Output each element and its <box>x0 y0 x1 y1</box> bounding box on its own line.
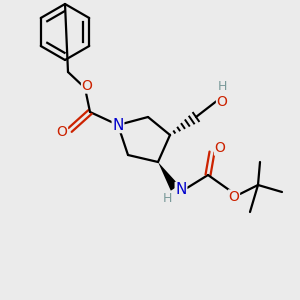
Text: N: N <box>112 118 124 133</box>
Text: O: O <box>229 190 239 204</box>
Text: O: O <box>217 95 227 109</box>
Text: N: N <box>175 182 187 197</box>
Polygon shape <box>158 162 179 191</box>
Text: O: O <box>57 125 68 139</box>
Text: H: H <box>217 80 227 94</box>
Text: O: O <box>214 141 225 155</box>
Text: O: O <box>82 79 92 93</box>
Text: H: H <box>162 191 172 205</box>
